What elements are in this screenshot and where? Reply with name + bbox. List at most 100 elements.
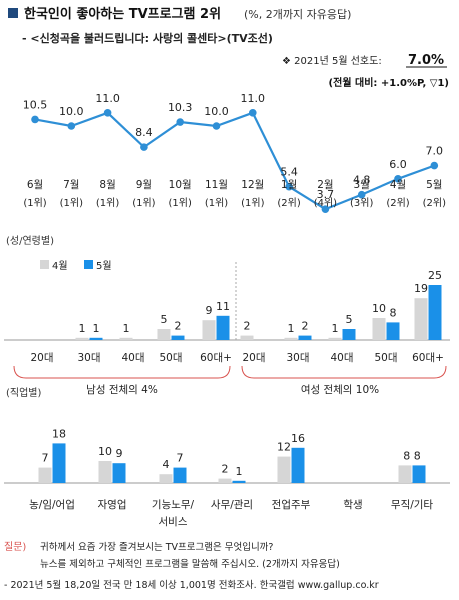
bar-prev [328,337,342,340]
rank-label: (2위) [386,196,409,209]
trend-point [212,122,221,130]
chart-title-note: (%, 2개까지 자유응답) [244,8,351,21]
trend-value-label: 4.8 [353,174,371,187]
trend-value-label: 11.0 [95,92,120,105]
rank-label: (1위) [96,196,119,209]
bar-prev [240,335,254,340]
category-label: 60대+ [412,352,444,364]
bar-prev-label: 12 [277,441,291,454]
rank-label: (1위) [60,196,83,209]
month-label: 3월 [354,179,370,191]
rank-label: (2위) [423,196,446,209]
bar-curr [89,337,103,340]
bar-curr-label: 16 [291,432,305,445]
legend-label-prev: 4월 [52,260,68,272]
category-label: 20대 [30,352,53,364]
bar-prev [414,298,428,340]
bar-curr [291,447,305,483]
rank-label: (4위) [314,196,337,209]
male-group-bracket [13,365,231,379]
trend-value-label: 11.0 [241,92,266,105]
category-label: 서비스 [159,516,188,528]
bar-pair-label: 8 8 [403,449,421,462]
bar-curr-label: 2 [302,320,309,333]
trend-value-label: 3.7 [317,188,335,201]
category-label: 자영업 [98,498,127,511]
trend-value-label: 7.0 [426,145,444,158]
month-label: 7월 [63,179,79,191]
trend-value-label: 10.5 [23,98,48,111]
category-label: 50대 [159,352,182,364]
category-label: 40대 [121,352,144,364]
month-label: 11월 [205,179,228,191]
trend-line [34,111,435,211]
bar-curr-label: 1 [236,465,243,478]
bar-curr [216,315,230,340]
bar-prev-label: 1 [332,322,339,335]
preference-change: (전월 대비: +1.0%P, ▽1) [329,76,449,89]
month-label: 1월 [281,179,297,191]
section-label-demographic: (성/연령별) [6,235,54,247]
trend-point [394,175,402,183]
bar-prev [218,478,232,483]
rank-label: (1위) [132,196,155,209]
trend-value-label: 8.4 [135,126,153,139]
trend-value-label: 10.0 [59,105,84,118]
chart-title: 한국인이 좋아하는 TV프로그램 2위 [24,6,221,22]
bar-prev [277,456,291,483]
trend-value-label: 10.3 [168,101,193,114]
bar-prev [98,461,112,483]
bar-prev [159,474,173,483]
category-label: 60대+ [200,352,232,364]
rank-label: (1위) [205,196,228,209]
month-label: 5월 [426,179,442,191]
bar-prev-label: 7 [42,452,49,465]
category-label: 학생 [343,499,362,511]
bar-prev-label: 9 [206,304,213,317]
trend-point [103,109,112,117]
trend-point [357,190,366,199]
bar-curr [412,465,426,483]
category-label: 30대 [286,352,309,364]
bar-prev-label: 19 [414,282,428,295]
legend-swatch-prev [40,260,49,269]
trend-value-label: 5.4 [280,166,298,179]
trend-value-label: 6.0 [389,158,407,171]
bar-curr-label: 9 [116,447,123,460]
month-label: 8월 [99,179,115,191]
bar-curr-label: 25 [428,269,442,282]
bar-curr [171,335,185,340]
trend-point [176,118,184,126]
legend-swatch-curr [84,260,93,269]
month-label: 10월 [169,179,192,191]
bar-prev-label: 1 [123,322,130,335]
female-group-bracket [241,365,447,379]
bar-prev [372,318,386,340]
bar-prev [38,467,52,483]
bar-curr [173,467,187,483]
category-label: 농/임/어업 [29,498,75,511]
bar-curr [52,443,66,483]
category-label: 전업주부 [272,498,311,511]
bar-prev [157,329,171,340]
bar-prev [75,337,89,340]
month-label: 6월 [27,179,43,191]
trend-value-label: 10.0 [204,105,229,118]
source-note: - 2021년 5월 18,20일 전국 만 18세 이상 1,001명 전화조… [4,579,379,591]
bar-curr-label: 5 [346,313,353,326]
rank-label: (1위) [241,196,264,209]
bar-curr [112,463,126,483]
trend-point [430,161,439,170]
category-label: 사무/관리 [211,499,253,511]
bar-prev-label: 2 [222,463,229,476]
bar-curr [428,285,442,340]
bar-prev [119,337,133,340]
category-label: 무직/기타 [391,499,434,511]
legend-label-curr: 5월 [96,260,112,272]
category-label: 20대 [242,352,265,364]
category-label: 30대 [77,352,100,364]
bar-curr-label: 18 [52,427,66,440]
question-line-1: 귀하께서 요즘 가장 즐겨보시는 TV프로그램은 무엇입니까? [40,541,273,553]
